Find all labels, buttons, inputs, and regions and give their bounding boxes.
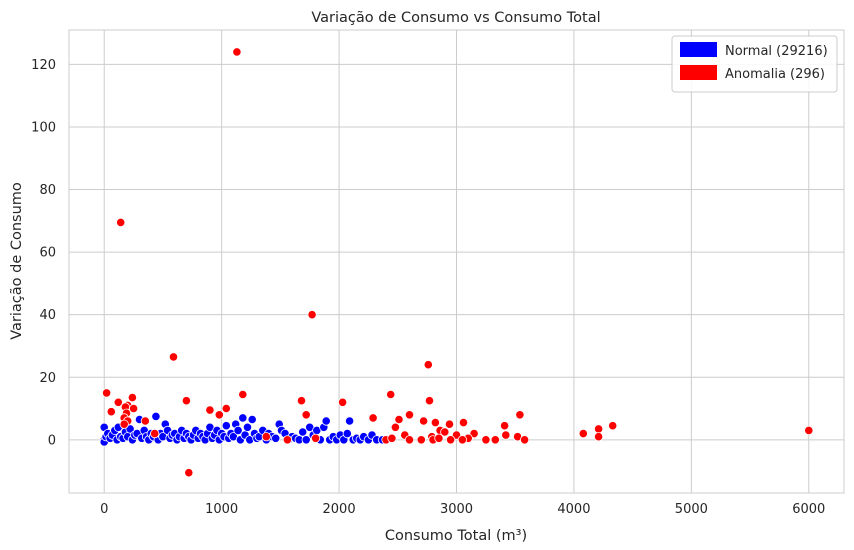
anomalia-point: [261, 432, 271, 442]
y-tick-label: 60: [39, 246, 56, 261]
anomalia-point: [307, 310, 317, 320]
anomalia-point: [214, 410, 224, 420]
anomalia-point: [387, 433, 397, 443]
anomalia-point: [238, 389, 248, 400]
anomalia-point: [150, 428, 160, 439]
anomalia-point: [296, 396, 307, 406]
anomalia-point: [593, 432, 604, 442]
anomalia-point: [301, 410, 311, 420]
anomalia-point: [390, 422, 400, 432]
anomalia-point: [501, 430, 511, 440]
anomalia-point: [445, 435, 456, 445]
anomalia-point: [282, 435, 292, 445]
y-tick-label: 80: [39, 183, 56, 198]
y-tick-label: 100: [31, 120, 56, 135]
normal-point: [238, 413, 248, 423]
anomalia-point: [106, 407, 116, 417]
x-tick-label: 0: [100, 502, 108, 517]
anomalia-point: [232, 47, 242, 57]
anomalia-point: [804, 425, 814, 435]
anomalia-point: [451, 430, 462, 440]
anomalia-point: [515, 410, 525, 420]
anomalia-point: [310, 433, 321, 443]
anomalia-point: [423, 360, 433, 370]
normal-point: [321, 416, 331, 426]
anomalia-point: [519, 435, 530, 445]
y-tick-label: 20: [39, 371, 56, 386]
y-tick-label: 0: [48, 433, 56, 448]
anomalia-point: [404, 410, 415, 420]
anomalia-point: [386, 389, 396, 400]
legend-label-anomalia: Anomalia (296): [725, 67, 825, 82]
normal-point: [233, 425, 243, 435]
legend: Normal (29216) Anomalia (296): [671, 35, 838, 93]
normal-point: [247, 414, 257, 425]
anomalia-point: [113, 397, 123, 407]
normal-point: [221, 421, 231, 431]
anomalia-point: [418, 416, 429, 426]
anomalia-point: [469, 428, 479, 439]
anomalia-point: [221, 403, 231, 414]
anomalia-point: [440, 427, 450, 437]
anomalia-point: [140, 416, 150, 426]
y-axis-label: Variação de Consumo: [9, 182, 25, 340]
anomalia-point: [416, 435, 426, 445]
anomalia-point: [434, 433, 444, 443]
anomalia-point: [458, 417, 469, 428]
normal-point: [301, 435, 311, 445]
normal-point: [242, 422, 253, 432]
plot-frame: [68, 29, 845, 494]
anomalia-point: [184, 468, 194, 478]
anomalia-point: [368, 413, 378, 423]
anomalia-point: [205, 405, 215, 415]
normal-point: [151, 411, 161, 421]
anomalia-point: [457, 435, 467, 445]
anomalia-point: [608, 421, 618, 431]
anomalia-point: [181, 396, 191, 406]
anomalia-point: [481, 435, 491, 445]
x-tick-label: 2000: [323, 502, 356, 517]
anomalia-point: [424, 396, 435, 406]
x-tick-label: 1000: [205, 502, 238, 517]
legend-swatch-normal: [680, 42, 717, 57]
data-points: [99, 47, 814, 478]
legend-swatch-anomalia: [680, 65, 717, 80]
x-tick-label: 6000: [792, 502, 825, 517]
anomalia-point: [127, 392, 137, 403]
anomalia-point: [593, 424, 604, 434]
normal-point: [344, 416, 355, 426]
anomalia-point: [444, 419, 455, 429]
chart-title: Variação de Consumo vs Consumo Total: [311, 10, 600, 26]
series-anomalia: [102, 47, 814, 478]
y-tick-labels: 0 20 40 60 80 100 120: [31, 58, 56, 448]
x-tick-labels: 0 1000 2000 3000 4000 5000 6000: [100, 502, 825, 517]
legend-label-normal: Normal (29216): [725, 44, 828, 59]
normal-point: [271, 433, 281, 443]
anomalia-point: [116, 217, 126, 227]
anomalia-point: [490, 435, 500, 445]
y-tick-label: 40: [39, 308, 56, 323]
anomalia-point: [119, 419, 129, 429]
anomalia-point: [394, 414, 404, 425]
anomalia-point: [102, 388, 112, 398]
anomalia-point: [129, 403, 139, 414]
normal-point: [342, 428, 352, 439]
normal-point: [298, 427, 308, 437]
x-tick-label: 3000: [440, 502, 473, 517]
anomalia-point: [430, 417, 440, 428]
anomalia-point: [337, 397, 348, 407]
y-tick-label: 120: [31, 58, 56, 73]
x-tick-label: 5000: [675, 502, 708, 517]
anomalia-point: [499, 421, 510, 431]
x-tick-label: 4000: [557, 502, 590, 517]
anomalia-point: [578, 428, 588, 439]
anomalia-point: [404, 435, 415, 445]
anomalia-point: [168, 352, 179, 362]
x-axis-label: Consumo Total (m³): [385, 528, 527, 544]
